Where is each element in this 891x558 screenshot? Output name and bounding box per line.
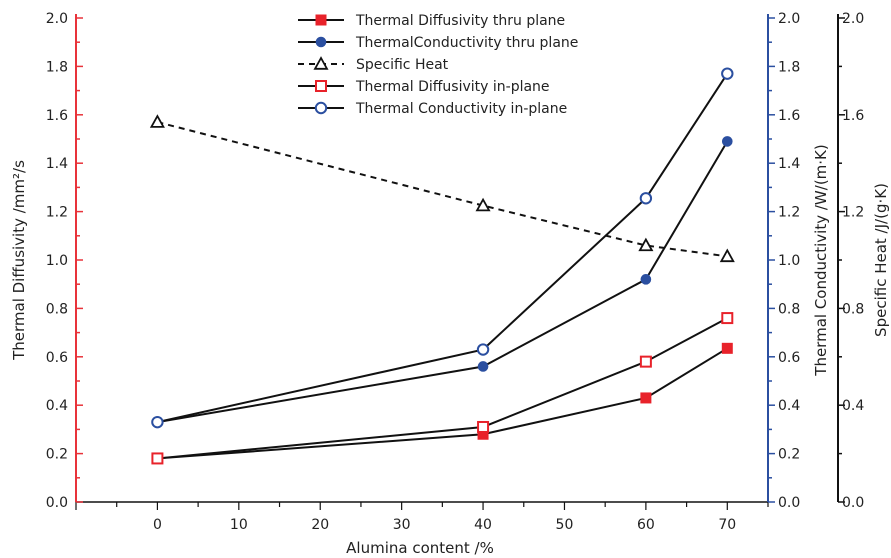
x-tick-label: 70 <box>718 517 736 533</box>
y-left-tick-label: 2.0 <box>46 11 68 27</box>
series-4-point <box>639 192 653 205</box>
y-left-tick-label: 1.8 <box>46 59 68 75</box>
x-tick-label: 30 <box>393 517 411 533</box>
y-right1-tick-label: 1.8 <box>778 59 800 75</box>
series-2-point <box>638 237 654 252</box>
x-tick-label: 10 <box>230 517 248 533</box>
series-line-0 <box>157 347 728 460</box>
legend-label-1: ThermalConductivity thru plane <box>355 35 578 51</box>
y-left-tick-label: 0.6 <box>46 350 68 366</box>
legend-marker-0 <box>315 14 327 26</box>
y-right2-tick-label: 1.2 <box>842 205 864 221</box>
y-right1-tick-label: 0.2 <box>778 447 800 463</box>
legend: Thermal Diffusivity thru plane ThermalCon… <box>298 13 578 117</box>
x-tick-label: 40 <box>474 517 492 533</box>
y-left-axis-title: Thermal Diffusivity /mm²/s <box>10 160 28 361</box>
y-right1-tick-label: 1.4 <box>778 156 800 172</box>
x-tick-label: 20 <box>311 517 329 533</box>
y-left-tick-label: 1.4 <box>46 156 68 172</box>
legend-label-0: Thermal Diffusivity thru plane <box>355 13 565 29</box>
y-right1-tick-label: 0.4 <box>778 398 800 414</box>
series-line-4 <box>157 73 729 424</box>
legend-label-4: Thermal Conductivity in-plane <box>355 101 567 117</box>
legend-marker-3 <box>315 80 327 92</box>
legend-marker-1 <box>315 36 327 48</box>
axes-layer: 0 10 20 30 40 50 60 70 0.0 0.2 0.4 0.6 0.8 1.0 1.2 1.4 1… <box>46 11 865 533</box>
y-right2-tick-label: 0.8 <box>842 301 864 317</box>
series-1-point <box>477 361 489 372</box>
series-3-point <box>639 355 652 368</box>
y-right1-tick-label: 1.0 <box>778 253 800 269</box>
series-layer <box>149 67 735 465</box>
y-right1-tick-label: 1.6 <box>778 108 800 124</box>
series-3-point <box>477 420 490 433</box>
legend-marker-4 <box>314 101 328 115</box>
series-line-2 <box>157 121 728 258</box>
y-right2-tick-label: 2.0 <box>842 11 864 27</box>
y-left-tick-label: 0.8 <box>46 301 68 317</box>
y-left-tick-label: 1.2 <box>46 205 68 221</box>
series-0-point <box>721 342 733 354</box>
x-tick-label: 0 <box>153 517 162 533</box>
series-4-point <box>151 415 164 429</box>
series-line-1 <box>157 140 729 424</box>
y-left-tick-label: 1.0 <box>46 253 68 269</box>
y-right1-tick-label: 0.6 <box>778 350 800 366</box>
y-right2-tick-label: 1.6 <box>842 108 864 124</box>
legend-label-2: Specific Heat <box>356 57 449 73</box>
y-left-tick-label: 0.2 <box>46 447 68 463</box>
y-right2-tick-label: 0.4 <box>842 398 864 414</box>
series-4-point <box>476 343 490 356</box>
y-right1-tick-label: 0.8 <box>778 301 800 317</box>
y-right2-axis-title: Specific Heat /J/(g·K) <box>872 183 890 337</box>
y-right1-axis-title: Thermal Conductivity /W/(m·K) <box>812 144 830 376</box>
y-left-tick-label: 1.6 <box>46 108 68 124</box>
series-2-point <box>149 114 165 128</box>
x-axis-title: Alumina content /% <box>346 539 494 557</box>
series-3-point <box>721 312 734 325</box>
series-3-point <box>151 452 164 465</box>
series-1-point <box>721 136 733 147</box>
y-right1-tick-label: 0.0 <box>778 495 800 511</box>
y-right2-tick-label: 0.0 <box>842 495 864 511</box>
y-right1-tick-label: 2.0 <box>778 11 800 27</box>
legend-label-3: Thermal Diffusivity in-plane <box>355 79 550 95</box>
y-right1-tick-label: 1.2 <box>778 205 800 221</box>
series-2-point <box>719 248 735 263</box>
series-0-point <box>640 392 652 404</box>
legend-marker-2 <box>313 56 329 70</box>
y-left-tick-label: 0.0 <box>46 495 68 511</box>
series-line-3 <box>157 317 728 460</box>
series-4-point <box>721 67 734 80</box>
series-2-point <box>475 197 491 212</box>
x-tick-label: 60 <box>637 517 655 533</box>
x-tick-label: 50 <box>556 517 574 533</box>
series-1-point <box>640 274 652 285</box>
y-left-tick-label: 0.4 <box>46 398 68 414</box>
